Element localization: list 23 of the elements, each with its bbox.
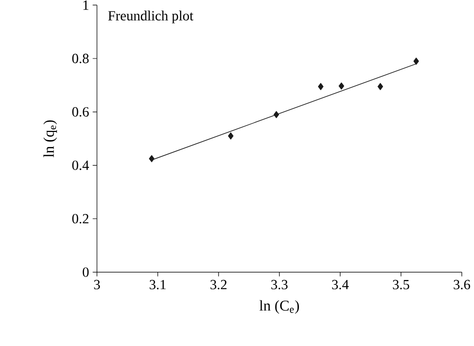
point bbox=[148, 155, 154, 162]
x-tick-label: 3.4 bbox=[332, 280, 349, 290]
point bbox=[318, 82, 324, 90]
point bbox=[338, 82, 344, 90]
y-tick-label: 0.2 bbox=[72, 214, 88, 224]
x-tick-label: 3.3 bbox=[271, 280, 288, 290]
point bbox=[378, 82, 384, 90]
point bbox=[228, 132, 234, 140]
y-tick-label: 0.8 bbox=[72, 54, 89, 64]
y-tick-label: 1 bbox=[83, 0, 88, 10]
point bbox=[274, 110, 280, 118]
x-tick-label: 3 bbox=[94, 280, 100, 290]
y-tick-label: 0.4 bbox=[72, 160, 89, 170]
chart-title: Freundlich plot bbox=[108, 10, 194, 24]
x-tick-label: 3.1 bbox=[150, 280, 166, 290]
x-tick-label: 3.2 bbox=[210, 280, 227, 290]
y-tick-label: 0.6 bbox=[72, 107, 89, 117]
point bbox=[413, 58, 419, 65]
x-tick-label: 3.6 bbox=[454, 280, 470, 290]
x-axis-title: ln (C$_{e}$) bbox=[259, 300, 299, 314]
y-tick-label: 0 bbox=[82, 267, 89, 277]
y-axis-title: ln (q$_{e}$) bbox=[43, 120, 57, 158]
x-tick-label: 3.5 bbox=[392, 280, 410, 290]
